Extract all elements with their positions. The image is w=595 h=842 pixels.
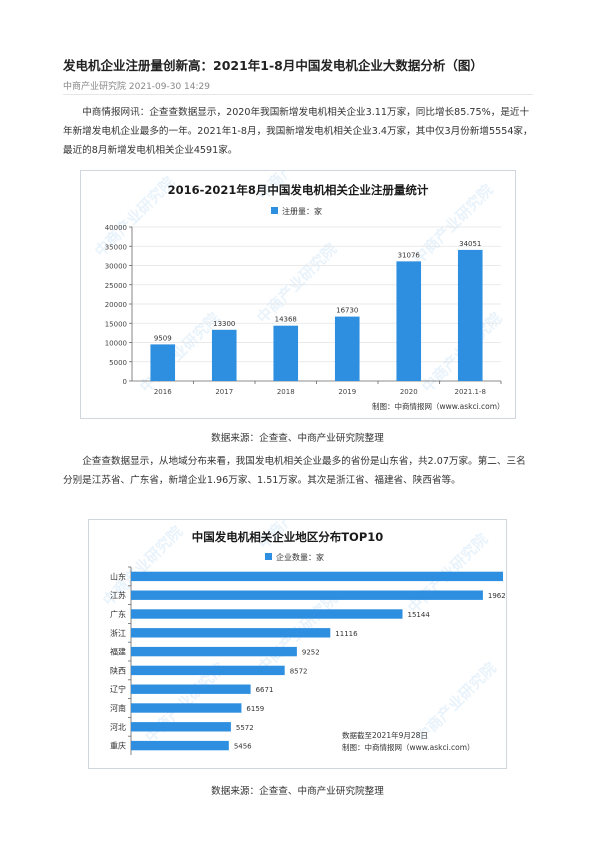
x-tick-label: 2017 bbox=[215, 388, 233, 396]
chart-credit: 制图：中商情报网（www.askci.com） bbox=[342, 742, 475, 752]
bar-福建 bbox=[131, 646, 297, 657]
y-tick-label: 15000 bbox=[105, 320, 127, 328]
chart-regional-top10: 中商产业研究院中商产业研究院中商产业研究院中商产业研究院中商产业研究院中商产业研… bbox=[88, 519, 507, 769]
caption-chart-2: 数据来源：企查查、中商产业研究院整理 bbox=[211, 786, 384, 797]
y-tick-label: 40000 bbox=[105, 224, 127, 232]
category-label: 河北 bbox=[110, 722, 126, 732]
category-label: 广东 bbox=[110, 609, 126, 619]
y-tick-label: 0 bbox=[123, 378, 127, 386]
legend-label: 注册量：家 bbox=[282, 206, 322, 216]
watermark-text: 中商产业研究院 bbox=[136, 309, 223, 396]
category-label: 福建 bbox=[110, 647, 126, 657]
bar-2019 bbox=[334, 316, 360, 381]
caption-chart-1: 数据来源：企查查、中商产业研究院整理 bbox=[211, 433, 384, 444]
paragraph-regional: 企查查数据显示，从地域分布来看，我国发电机相关企业最多的省份是山东省，共2.07… bbox=[63, 456, 526, 486]
bar-重庆 bbox=[131, 740, 229, 751]
legend-label: 企业数量：家 bbox=[276, 552, 324, 562]
article-source[interactable]: 中商产业研究院 bbox=[63, 82, 127, 92]
bar-value-label: 9509 bbox=[154, 334, 172, 342]
bar-value-label: 5456 bbox=[234, 743, 252, 751]
bar-2018 bbox=[273, 325, 299, 381]
bar-江苏 bbox=[131, 590, 483, 600]
article-meta: 中商产业研究院 2021-09-30 14:29 bbox=[63, 79, 210, 92]
bar-河北 bbox=[131, 722, 231, 732]
y-tick-label: 25000 bbox=[105, 282, 127, 290]
chart-credit: 制图：中商情报网（www.askci.com） bbox=[372, 401, 505, 411]
category-label: 重庆 bbox=[110, 741, 126, 751]
bar-value-label: 14368 bbox=[275, 316, 297, 324]
chart-regional-svg: 中商产业研究院中商产业研究院中商产业研究院中商产业研究院中商产业研究院中商产业研… bbox=[99, 520, 506, 755]
bar-河南 bbox=[131, 703, 242, 713]
bar-陕西 bbox=[131, 665, 285, 676]
bar-广东 bbox=[131, 609, 403, 619]
category-label: 浙江 bbox=[110, 628, 126, 638]
chart-note: 数据截至2021年9月28日 bbox=[342, 730, 428, 740]
bar-value-label: 16730 bbox=[336, 307, 358, 315]
chart-registration-trend: 中商产业研究院中商产业研究院中商产业研究院中商产业研究院中商产业研究院中商产业研… bbox=[80, 170, 516, 419]
chart-registration-svg: 中商产业研究院中商产业研究院中商产业研究院中商产业研究院中商产业研究院中商产业研… bbox=[91, 171, 505, 411]
category-label: 山东 bbox=[110, 571, 126, 581]
bar-山东 bbox=[131, 571, 503, 582]
x-tick-label: 2021.1-8 bbox=[455, 388, 486, 396]
title-divider bbox=[63, 94, 533, 95]
bar-辽宁 bbox=[131, 684, 251, 694]
bar-value-label: 31076 bbox=[398, 251, 421, 259]
bar-value-label: 5572 bbox=[236, 724, 254, 732]
article-title: 发电机企业注册量创新高：2021年1-8月中国发电机企业大数据分析（图） bbox=[63, 58, 483, 73]
bar-value-label: 13300 bbox=[213, 320, 235, 328]
legend-swatch bbox=[265, 553, 272, 560]
category-label: 辽宁 bbox=[110, 684, 126, 694]
paragraph-registrations: 中商情报网讯：企查查数据显示，2020年我国新增发电机相关企业3.11万家，同比… bbox=[63, 107, 533, 156]
bar-value-label: 6671 bbox=[256, 686, 274, 694]
chart-title: 2016-2021年8月中国发电机相关企业注册量统计 bbox=[168, 183, 429, 197]
bar-value-label: 6159 bbox=[246, 705, 264, 713]
bar-value-label: 8572 bbox=[290, 667, 308, 675]
x-tick-label: 2020 bbox=[400, 388, 418, 396]
x-tick-label: 2019 bbox=[338, 388, 356, 396]
x-tick-label: 2018 bbox=[277, 388, 295, 396]
bar-2020 bbox=[396, 261, 422, 381]
category-label: 陕西 bbox=[110, 665, 126, 675]
bar-value-label: 34051 bbox=[459, 240, 481, 248]
bar-2021.1-8 bbox=[457, 249, 483, 381]
x-tick-label: 2016 bbox=[154, 388, 172, 396]
bar-value-label: 11116 bbox=[335, 630, 358, 638]
chart-title: 中国发电机相关企业地区分布TOP10 bbox=[192, 530, 384, 544]
bar-2016 bbox=[150, 344, 176, 381]
legend-swatch bbox=[271, 207, 278, 214]
y-tick-label: 35000 bbox=[105, 243, 127, 251]
y-tick-label: 10000 bbox=[105, 340, 127, 348]
bar-value-label: 15144 bbox=[408, 611, 431, 619]
y-tick-label: 30000 bbox=[105, 263, 127, 271]
bar-2017 bbox=[211, 329, 237, 381]
y-tick-label: 20000 bbox=[105, 301, 127, 309]
bar-浙江 bbox=[131, 628, 331, 638]
category-label: 江苏 bbox=[110, 590, 126, 600]
y-tick-label: 5000 bbox=[109, 359, 127, 367]
watermark-text: 中商产业研究院 bbox=[253, 240, 340, 327]
article-date: 2021-09-30 14:29 bbox=[128, 82, 210, 92]
category-label: 河南 bbox=[110, 703, 126, 713]
bar-value-label: 19627 bbox=[488, 592, 506, 600]
bar-value-label: 9252 bbox=[302, 649, 320, 657]
